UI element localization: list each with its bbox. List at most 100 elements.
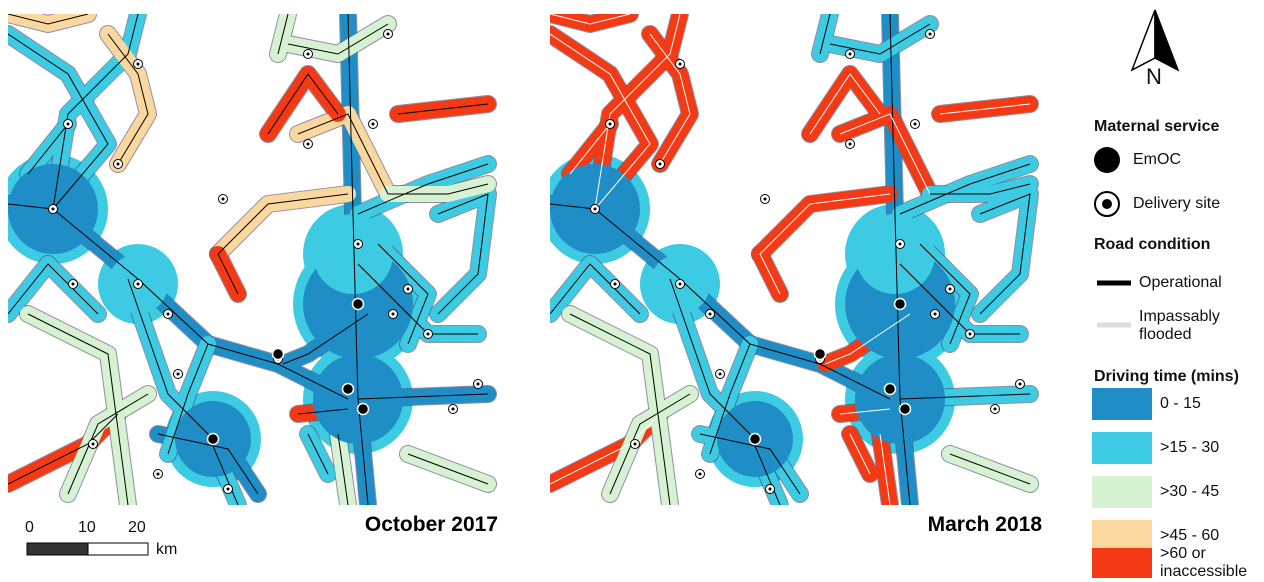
road <box>127 278 239 505</box>
legend-item: Delivery site <box>1133 195 1221 212</box>
emoc-site <box>356 402 370 416</box>
swatch-30-45 <box>1092 476 1152 508</box>
legend-item: Impassably flooded <box>1139 308 1220 343</box>
scale-unit: km <box>156 541 178 558</box>
delivery-site-dot <box>451 407 455 411</box>
access-zone <box>855 214 935 294</box>
road <box>67 393 149 495</box>
emoc-site <box>206 432 220 446</box>
road <box>550 263 641 315</box>
delivery-site-dot <box>66 122 70 126</box>
delivery-site-dot <box>356 242 360 246</box>
road <box>569 123 611 175</box>
road <box>357 393 489 400</box>
scale-bar-dark <box>26 542 89 556</box>
delivery-site-dot <box>708 312 712 316</box>
road-buffer <box>822 16 938 62</box>
road <box>649 33 691 165</box>
delivery-site-dot <box>848 52 852 56</box>
delivery-site-dot <box>426 332 430 336</box>
delivery-site-dot <box>306 52 310 56</box>
delivery-site-dot <box>91 442 95 446</box>
road <box>8 14 89 25</box>
delivery-site-dot <box>898 242 902 246</box>
emoc-site <box>883 382 897 396</box>
road <box>809 73 881 135</box>
road <box>167 343 209 455</box>
legend-item: 0 - 15 <box>1160 395 1201 412</box>
emoc-symbol <box>1094 147 1120 173</box>
road <box>27 313 129 505</box>
delivery-site-dot <box>608 122 612 126</box>
legend-item: >45 - 60 <box>1160 527 1220 544</box>
scale-bar-light <box>87 542 149 556</box>
delivery-site-dot <box>386 32 390 36</box>
panel-label: October 2017 <box>364 513 498 536</box>
road <box>709 343 751 455</box>
road <box>337 433 349 505</box>
road <box>157 433 259 495</box>
delivery-site-dot <box>476 382 480 386</box>
legend-item: >60 or inaccessible <box>1160 545 1248 580</box>
road <box>388 183 489 195</box>
road <box>879 433 891 505</box>
road <box>297 113 389 195</box>
road <box>437 193 489 315</box>
swatch-0-15 <box>1092 388 1152 420</box>
delivery-site-dot <box>678 282 682 286</box>
delivery-site-dot <box>848 142 852 146</box>
road <box>824 313 911 365</box>
road <box>550 203 891 400</box>
road <box>52 14 139 210</box>
legend-title: Driving time (mins) <box>1094 368 1239 385</box>
road <box>107 33 149 165</box>
road <box>267 73 339 135</box>
road <box>594 14 681 210</box>
road <box>899 393 1031 400</box>
road <box>930 183 1031 195</box>
emoc-site <box>893 297 907 311</box>
delivery-site-dot <box>633 442 637 446</box>
delivery-site-dot <box>993 407 997 411</box>
delivery-site-dot <box>678 62 682 66</box>
road <box>759 253 781 295</box>
road <box>217 193 349 255</box>
road <box>949 453 1031 485</box>
delivery-site-dot <box>718 372 722 376</box>
delivery-site-dot <box>391 312 395 316</box>
road <box>357 163 489 215</box>
map-october <box>8 14 497 505</box>
road <box>8 33 109 210</box>
road <box>307 433 329 475</box>
emoc-site <box>341 382 355 396</box>
delivery-site-dot <box>166 312 170 316</box>
road <box>669 278 781 505</box>
road <box>569 313 671 505</box>
access-zone <box>313 214 393 294</box>
delivery-site-dot <box>613 282 617 286</box>
delivery-site-dot <box>406 287 410 291</box>
road <box>819 14 831 55</box>
road <box>939 103 1031 115</box>
delivery-site-dot <box>51 207 55 211</box>
delivery-site-dot <box>913 122 917 126</box>
road-buffer <box>280 16 396 62</box>
road <box>277 14 289 55</box>
emoc-site <box>748 432 762 446</box>
emoc-site <box>898 402 912 416</box>
road <box>919 243 971 345</box>
delivery-site-dot <box>136 62 140 66</box>
road <box>839 408 891 415</box>
road <box>699 433 801 495</box>
road <box>829 23 931 55</box>
road <box>550 14 631 25</box>
road <box>297 408 349 415</box>
road <box>397 103 489 115</box>
panel-label: March 2018 <box>927 513 1042 536</box>
road <box>839 113 931 195</box>
delivery-site-dot <box>136 282 140 286</box>
delivery-site-dot <box>968 332 972 336</box>
road <box>550 33 651 210</box>
swatch-45-60 <box>1092 520 1152 552</box>
delivery-site-dot <box>933 312 937 316</box>
